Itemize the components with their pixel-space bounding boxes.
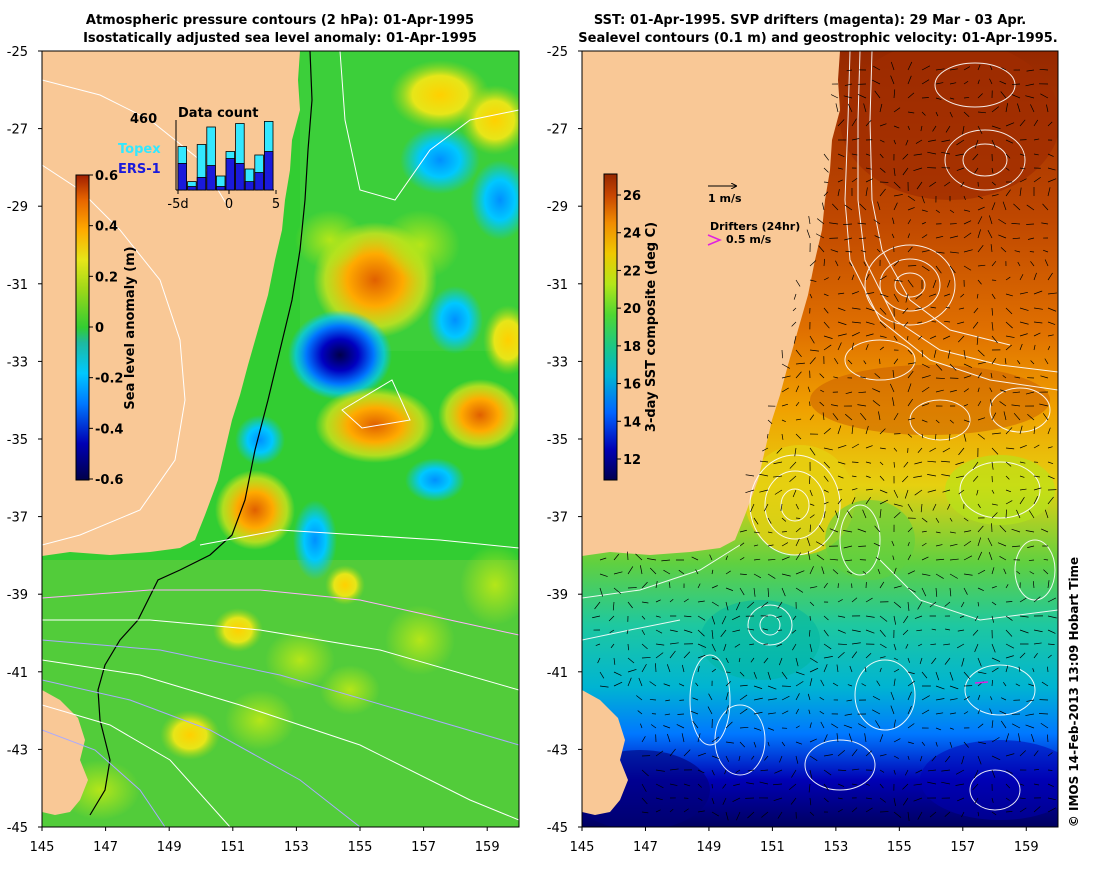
inset-bar-ers bbox=[226, 159, 235, 191]
left-cb-label: 0.2 bbox=[95, 270, 118, 285]
left-y-axis: -25 -27 -29 -31 -33 -35 -37 -39 -41 -43 -45 bbox=[7, 45, 42, 836]
inset-bar-ers bbox=[178, 163, 187, 190]
right-ytick-label: -43 bbox=[547, 743, 568, 758]
right-ytick-label: -37 bbox=[547, 511, 568, 526]
velocity-arrow bbox=[763, 644, 768, 645]
left-colorbar-label: Sea level anomaly (m) bbox=[123, 246, 138, 409]
inset-bar-ers bbox=[236, 163, 245, 190]
right-cb-label: 26 bbox=[623, 189, 641, 204]
left-cb-label: -0.4 bbox=[95, 422, 123, 437]
right-ytick-label: -31 bbox=[547, 278, 568, 293]
right-ytick-label: -33 bbox=[547, 355, 568, 370]
right-ytick-label: -29 bbox=[547, 200, 568, 215]
velocity-arrow bbox=[628, 587, 637, 588]
inset-xtick-label: 0 bbox=[225, 197, 233, 212]
inset-bar-ers bbox=[255, 173, 264, 191]
inset-legend-topex: Topex bbox=[118, 142, 161, 157]
right-xtick-label: 145 bbox=[570, 840, 595, 855]
left-ytick-label: -37 bbox=[7, 511, 28, 526]
left-xtick-label: 147 bbox=[93, 840, 118, 855]
right-ytick-label: -45 bbox=[547, 821, 568, 836]
left-map bbox=[42, 51, 533, 827]
inset-xtick-label: 5 bbox=[272, 197, 280, 212]
left-xtick-label: 157 bbox=[411, 840, 436, 855]
right-ytick-label: -25 bbox=[547, 45, 568, 60]
inset-xtick-label: -5d bbox=[167, 197, 188, 212]
right-ytick-label: -35 bbox=[547, 433, 568, 448]
left-ytick-label: -27 bbox=[7, 123, 28, 138]
inset-bar-ers bbox=[264, 152, 273, 191]
velocity-scale-label: 1 m/s bbox=[708, 192, 742, 205]
drifters-scale-label: 0.5 m/s bbox=[726, 233, 772, 246]
inset-bar-ers bbox=[245, 182, 254, 190]
left-ytick-label: -33 bbox=[7, 355, 28, 370]
right-cb-label: 12 bbox=[623, 453, 641, 468]
right-xtick-label: 151 bbox=[760, 840, 785, 855]
left-xtick-label: 149 bbox=[157, 840, 182, 855]
inset-title: Data count bbox=[178, 106, 258, 121]
left-ytick-label: -41 bbox=[7, 666, 28, 681]
right-xtick-label: 159 bbox=[1014, 840, 1039, 855]
right-y-axis: -25 -27 -29 -31 -33 -35 -37 -39 -41 -43 -45 bbox=[547, 45, 582, 836]
inset-max-count: 460 bbox=[130, 112, 157, 127]
inset-legend-ers1: ERS-1 bbox=[118, 162, 161, 177]
right-cb-label: 24 bbox=[623, 227, 641, 242]
right-map bbox=[570, 40, 1080, 830]
left-ytick-label: -35 bbox=[7, 433, 28, 448]
left-xtick-label: 159 bbox=[475, 840, 500, 855]
left-ytick-label: -45 bbox=[7, 821, 28, 836]
left-cb-label: 0.4 bbox=[95, 220, 118, 235]
left-xtick-label: 153 bbox=[284, 840, 309, 855]
right-title-line1: SST: 01-Apr-1995. SVP drifters (magenta)… bbox=[594, 13, 1026, 28]
left-ytick-label: -43 bbox=[7, 743, 28, 758]
left-cb-label: 0.6 bbox=[95, 169, 118, 184]
left-panel: Atmospheric pressure contours (2 hPa): 0… bbox=[7, 13, 533, 855]
left-cb-label: 0 bbox=[95, 321, 104, 336]
left-xtick-label: 151 bbox=[220, 840, 245, 855]
right-panel: SST: 01-Apr-1995. SVP drifters (magenta)… bbox=[547, 13, 1080, 855]
right-xtick-label: 149 bbox=[697, 840, 722, 855]
left-title-line1: Atmospheric pressure contours (2 hPa): 0… bbox=[86, 13, 474, 28]
right-xtick-label: 147 bbox=[633, 840, 658, 855]
left-cb-label: -0.2 bbox=[95, 372, 123, 387]
right-xtick-label: 153 bbox=[823, 840, 848, 855]
left-ytick-label: -29 bbox=[7, 200, 28, 215]
left-title-line2: Isostatically adjusted sea level anomaly… bbox=[83, 31, 477, 46]
right-cb-label: 14 bbox=[623, 415, 641, 430]
drifters-title: Drifters (24hr) bbox=[710, 220, 800, 233]
left-x-axis: 145 147 149 151 153 155 157 159 bbox=[30, 827, 500, 855]
left-xtick-label: 145 bbox=[30, 840, 55, 855]
left-xtick-label: 155 bbox=[348, 840, 373, 855]
left-ytick-label: -25 bbox=[7, 45, 28, 60]
right-cb-label: 20 bbox=[623, 302, 641, 317]
right-xtick-label: 155 bbox=[887, 840, 912, 855]
drifter-track bbox=[975, 682, 988, 683]
right-ytick-label: -39 bbox=[547, 588, 568, 603]
inset-bar-ers bbox=[207, 166, 216, 191]
inset-bar-ers bbox=[216, 187, 225, 191]
right-colorbar-label: 3-day SST composite (deg C) bbox=[644, 222, 659, 432]
left-cb-label: -0.6 bbox=[95, 473, 123, 488]
right-ytick-label: -27 bbox=[547, 123, 568, 138]
inset-bar-ers bbox=[197, 177, 206, 190]
right-xtick-label: 157 bbox=[950, 840, 975, 855]
right-title-line2: Sealevel contours (0.1 m) and geostrophi… bbox=[578, 31, 1057, 46]
right-cb-label: 16 bbox=[623, 378, 641, 393]
left-ytick-label: -31 bbox=[7, 278, 28, 293]
left-ytick-label: -39 bbox=[7, 588, 28, 603]
right-cb-label: 18 bbox=[623, 340, 641, 355]
right-ytick-label: -41 bbox=[547, 666, 568, 681]
right-x-axis: 145 147 149 151 153 155 157 159 bbox=[570, 827, 1039, 855]
inset-bar-ers bbox=[188, 187, 197, 191]
right-cb-label: 22 bbox=[623, 264, 641, 279]
credit-text: © IMOS 14-Feb-2013 13:09 Hobart Time bbox=[1067, 557, 1081, 827]
